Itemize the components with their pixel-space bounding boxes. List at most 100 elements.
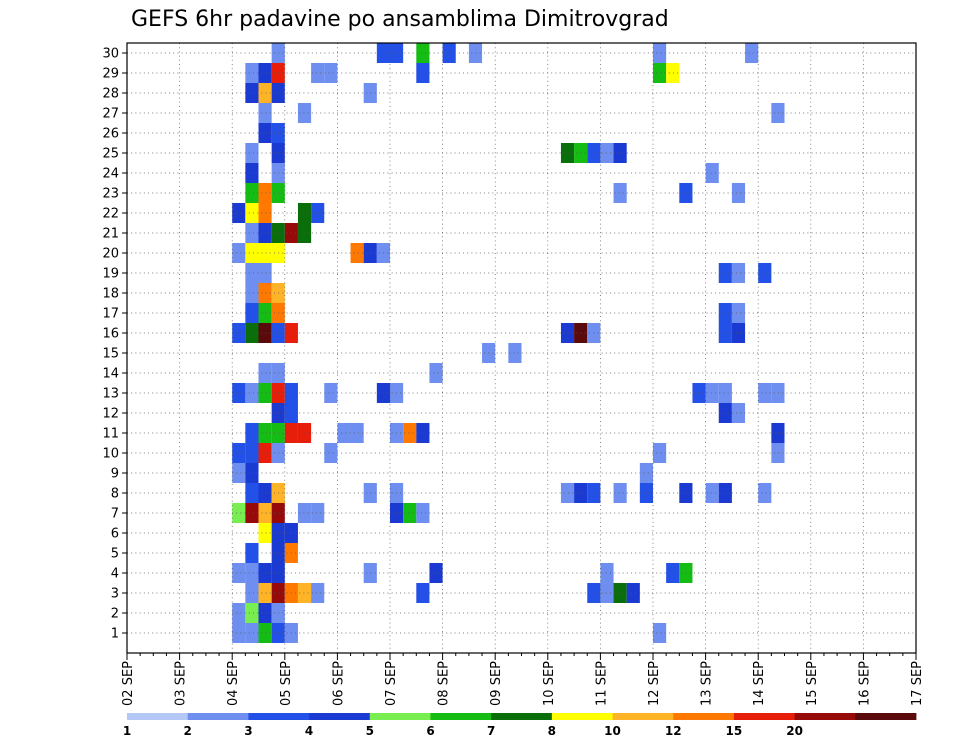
- precip-cell: [245, 423, 259, 443]
- y-tick-label: 15: [102, 347, 119, 362]
- precip-cell: [613, 483, 627, 503]
- precip-cell: [232, 203, 246, 223]
- x-tick-label: 16 SEP: [857, 661, 872, 706]
- precip-cell: [416, 63, 430, 83]
- colorbar-swatch: [673, 713, 735, 720]
- precip-cell: [258, 203, 272, 223]
- colorbar-label: 1: [123, 724, 131, 738]
- precip-cell: [258, 623, 272, 643]
- precip-cell: [731, 323, 746, 343]
- precip-cell: [258, 443, 272, 463]
- precip-cell: [258, 323, 272, 343]
- precip-cell: [600, 143, 614, 163]
- precip-cell: [245, 483, 259, 503]
- precip-cell: [258, 503, 272, 523]
- y-tick-label: 9: [111, 467, 119, 482]
- precip-cell: [232, 383, 246, 403]
- precip-cell: [245, 303, 259, 323]
- precip-cell: [297, 203, 312, 223]
- y-tick-label: 16: [102, 327, 119, 342]
- colorbar-swatch: [794, 713, 856, 720]
- y-tick-label: 27: [102, 107, 119, 122]
- colorbar-swatch: [551, 713, 613, 720]
- precip-cell: [653, 43, 667, 63]
- y-tick-label: 13: [102, 387, 119, 402]
- y-axis: 1234567891011121314151617181920212223242…: [102, 47, 127, 642]
- precip-cell: [324, 63, 338, 83]
- precip-cell: [718, 303, 732, 323]
- y-tick-label: 12: [102, 407, 119, 422]
- precip-cell: [416, 423, 430, 443]
- colorbar-swatch: [248, 713, 310, 720]
- precip-cell: [718, 323, 732, 343]
- precip-cell: [600, 583, 614, 603]
- y-tick-label: 18: [102, 287, 119, 302]
- precip-cell: [245, 563, 259, 583]
- precip-cell: [245, 383, 259, 403]
- x-tick-label: 10 SEP: [542, 661, 557, 706]
- precip-cell: [232, 463, 246, 483]
- precip-cell: [324, 443, 338, 463]
- y-tick-label: 10: [102, 447, 119, 462]
- precip-cell: [666, 63, 680, 83]
- precip-cell: [613, 583, 627, 603]
- precip-cell: [232, 243, 246, 263]
- x-tick-label: 06 SEP: [331, 661, 346, 706]
- colorbar-label: 3: [244, 724, 252, 738]
- precip-cell: [626, 583, 640, 603]
- y-tick-label: 5: [111, 547, 119, 562]
- x-tick-label: 09 SEP: [489, 661, 504, 706]
- precip-cell: [324, 383, 338, 403]
- precip-cell: [705, 483, 719, 503]
- precip-cell: [258, 583, 272, 603]
- precip-cell: [245, 323, 259, 343]
- precip-cell: [403, 423, 417, 443]
- precip-cell: [468, 43, 483, 63]
- y-tick-label: 29: [102, 67, 119, 82]
- precip-cell: [771, 383, 785, 403]
- precip-cell: [666, 563, 680, 583]
- colorbar-label: 7: [487, 724, 495, 738]
- precip-cell: [442, 43, 456, 63]
- precip-cell: [718, 383, 732, 403]
- precip-cell: [337, 423, 351, 443]
- y-tick-label: 21: [102, 227, 119, 242]
- x-tick-label: 13 SEP: [700, 661, 715, 706]
- precip-cell: [245, 163, 259, 183]
- precip-cell: [363, 563, 377, 583]
- precip-cell: [297, 423, 312, 443]
- y-tick-label: 6: [111, 527, 119, 542]
- precip-cell: [771, 103, 785, 123]
- precip-cell: [613, 143, 627, 163]
- y-tick-label: 17: [102, 307, 119, 322]
- precip-cell: [508, 343, 522, 363]
- precip-cell: [560, 143, 575, 163]
- colorbar-swatch: [733, 713, 796, 720]
- precip-cell: [245, 283, 259, 303]
- precip-cell: [258, 563, 272, 583]
- y-tick-label: 25: [102, 147, 119, 162]
- precip-cell: [429, 363, 443, 383]
- chart-title: GEFS 6hr padavine po ansamblima Dimitrov…: [131, 7, 669, 32]
- precip-cell: [245, 223, 259, 243]
- precip-cell: [653, 63, 667, 83]
- precip-cell: [245, 83, 259, 103]
- precip-cell: [731, 303, 746, 323]
- colorbar-label: 12: [665, 724, 682, 738]
- colorbar-label: 15: [726, 724, 743, 738]
- y-tick-label: 28: [102, 87, 119, 102]
- precip-cell: [232, 323, 246, 343]
- precip-cell: [350, 243, 364, 263]
- precip-cell: [311, 203, 325, 223]
- precip-cell: [258, 523, 272, 543]
- y-tick-label: 23: [102, 187, 119, 202]
- precip-cell: [758, 383, 772, 403]
- precip-cell: [350, 423, 364, 443]
- precip-cell: [245, 503, 259, 523]
- colorbar-label: 2: [184, 724, 192, 738]
- precip-cell: [653, 443, 667, 463]
- precip-cell: [416, 503, 430, 523]
- x-tick-label: 11 SEP: [594, 661, 609, 706]
- y-tick-label: 19: [102, 267, 119, 282]
